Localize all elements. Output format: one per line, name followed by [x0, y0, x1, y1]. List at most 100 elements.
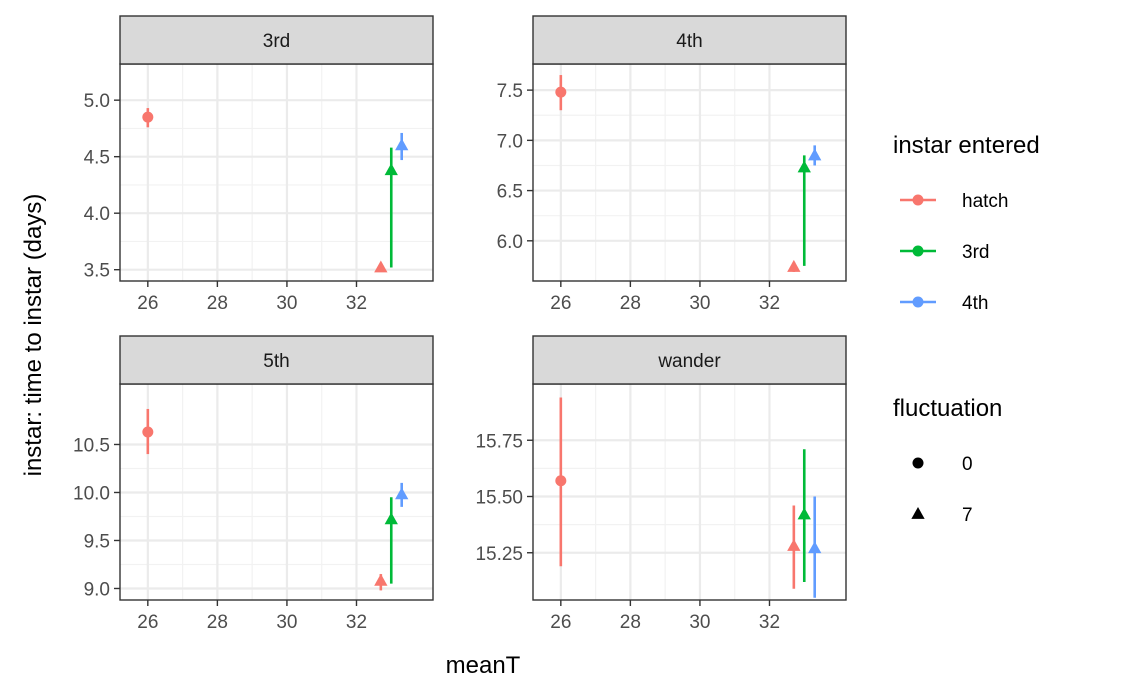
x-tick-label: 26	[137, 293, 158, 314]
legend-label: 3rd	[962, 242, 989, 263]
point-marker-circle	[142, 111, 154, 123]
point-4th-fluct-7	[808, 496, 822, 598]
x-axis-title: meanT	[446, 652, 521, 679]
y-tick-label: 10.5	[73, 435, 110, 456]
x-tick-label: 28	[207, 293, 228, 314]
point-marker-triangle	[787, 259, 801, 272]
point-hatch-fluct-0	[555, 397, 567, 567]
legend-key-point	[912, 296, 924, 308]
legend-label: 0	[962, 454, 973, 475]
y-tick-label: 7.5	[497, 81, 523, 102]
strip-label: 4th	[676, 31, 702, 52]
point-3rd-fluct-7	[384, 147, 398, 268]
y-tick-label: 4.0	[84, 204, 110, 225]
panel-3rd: 3rd 3.5 4.0 4.5 5.0 26 28 30 32	[84, 15, 434, 314]
point-marker-triangle	[797, 160, 811, 173]
legend-item-fluctuation-0: 0	[912, 454, 973, 475]
y-tick-label: 9.0	[84, 579, 110, 600]
x-tick-label: 26	[550, 293, 571, 314]
point-3rd-fluct-7	[797, 449, 811, 582]
x-tick-label: 28	[207, 612, 228, 633]
panel-wander: wander 15.25 15.50 15.75 26 28 30 32	[475, 335, 847, 633]
panel-4th: 4th 6.0 6.5 7.0 7.5 26 28 30 32	[497, 15, 847, 314]
point-marker-triangle	[808, 148, 822, 161]
strip-background	[119, 335, 434, 385]
point-3rd-fluct-7	[384, 497, 398, 584]
x-tick-label: 28	[620, 612, 641, 633]
legend-shape-items: 07	[911, 454, 973, 526]
point-hatch-fluct-7	[374, 260, 388, 273]
legend-label: hatch	[962, 191, 1008, 212]
strip-background	[532, 15, 847, 65]
strip-background	[119, 15, 434, 65]
legend-label: 4th	[962, 293, 988, 314]
x-tick-label: 30	[276, 293, 297, 314]
y-tick-label: 15.50	[475, 488, 523, 509]
y-tick-label: 10.0	[73, 483, 110, 504]
legend-key-point	[912, 194, 924, 206]
y-tick-label: 7.0	[497, 131, 523, 152]
point-marker-triangle	[787, 539, 801, 551]
point-marker-circle	[555, 475, 567, 487]
legend-shape-title: fluctuation	[893, 395, 1002, 422]
y-tick-label: 4.5	[84, 148, 110, 169]
point-4th-fluct-7	[395, 132, 409, 161]
point-hatch-fluct-7	[787, 505, 801, 589]
point-hatch-fluct-0	[555, 75, 567, 111]
legend-item-3rd: 3rd	[900, 242, 989, 263]
y-axis-title: instar: time to instar (days)	[20, 194, 47, 477]
legend-item-hatch: hatch	[900, 191, 1008, 212]
y-tick-label: 6.0	[497, 232, 523, 253]
point-4th-fluct-7	[395, 482, 409, 507]
point-marker-triangle	[384, 163, 398, 176]
legend-item-fluctuation-7: 7	[911, 505, 973, 526]
y-tick-label: 15.25	[475, 544, 523, 565]
panel-background	[533, 64, 846, 281]
point-marker-triangle	[374, 260, 388, 273]
y-tick-label: 3.5	[84, 261, 110, 282]
x-tick-label: 32	[759, 612, 780, 633]
strip-background	[532, 335, 847, 385]
y-tick-label: 6.5	[497, 182, 523, 203]
point-marker-triangle	[384, 512, 398, 525]
x-tick-label: 26	[137, 612, 158, 633]
strip-label: 5th	[263, 351, 289, 372]
x-tick-label: 32	[346, 612, 367, 633]
point-hatch-fluct-7	[787, 259, 801, 272]
panel-5th: 5th 9.0 9.5 10.0 10.5 26 28 30 32	[73, 335, 434, 633]
legend-key-point	[912, 245, 924, 257]
point-marker-circle	[555, 86, 567, 98]
strip-label: wander	[657, 351, 721, 372]
x-tick-label: 30	[276, 612, 297, 633]
x-tick-label: 30	[689, 293, 710, 314]
x-tick-label: 30	[689, 612, 710, 633]
x-tick-label: 32	[346, 293, 367, 314]
point-hatch-fluct-0	[142, 408, 154, 455]
legend: instar entered hatch 3rd 4th fluctuation 0…	[893, 132, 1040, 526]
legend-label: 7	[962, 505, 973, 526]
panel-background	[533, 384, 846, 600]
point-4th-fluct-7	[808, 145, 822, 166]
legend-item-4th: 4th	[900, 293, 988, 314]
point-marker-triangle	[808, 541, 822, 554]
x-tick-label: 32	[759, 293, 780, 314]
y-tick-label: 15.75	[475, 431, 523, 452]
point-hatch-fluct-0	[142, 108, 154, 128]
x-tick-label: 26	[550, 612, 571, 633]
x-tick-label: 28	[620, 293, 641, 314]
legend-key-triangle	[911, 507, 925, 519]
strip-label: 3rd	[263, 31, 290, 52]
point-marker-circle	[142, 426, 154, 438]
point-3rd-fluct-7	[797, 155, 811, 266]
point-marker-triangle	[395, 138, 409, 151]
point-marker-triangle	[395, 487, 409, 500]
legend-color-title: instar entered	[893, 132, 1040, 159]
panels: 3rd 3.5 4.0 4.5 5.0 26 28 30 32 4th 6.0 6.5 7.0 7.5 26…	[73, 15, 847, 633]
panel-background	[120, 64, 433, 281]
point-marker-triangle	[797, 507, 811, 520]
legend-key-circle	[912, 457, 924, 469]
legend-color-items: hatch 3rd 4th	[900, 191, 1008, 314]
point-marker-triangle	[374, 573, 388, 586]
y-tick-label: 9.5	[84, 531, 110, 552]
